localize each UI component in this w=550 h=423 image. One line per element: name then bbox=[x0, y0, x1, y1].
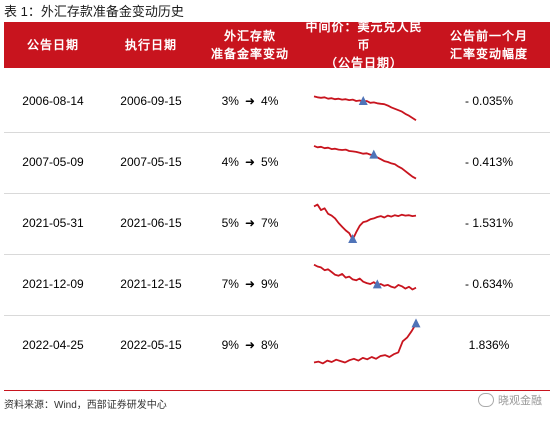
announce-date-cell: 2007-05-09 bbox=[22, 155, 84, 169]
fx-change-cell: - 0.413% bbox=[464, 155, 514, 169]
usdcny-sparkline bbox=[313, 263, 417, 291]
announce-marker-icon bbox=[369, 149, 379, 159]
announce-marker-icon bbox=[348, 234, 358, 244]
rrr-change-cell: 4% ➜ 5% bbox=[200, 133, 300, 191]
header-rrr-change: 外汇存款 准备金率变动 bbox=[210, 29, 289, 61]
sparkline-path bbox=[313, 203, 417, 241]
fx-change-cell: - 1.531% bbox=[464, 216, 514, 230]
header-announce-date: 公告日期 bbox=[26, 38, 79, 52]
rrr-change-cell: 3% ➜ 4% bbox=[200, 72, 300, 130]
row-divider bbox=[4, 254, 550, 255]
arrow-right-icon: ➜ bbox=[244, 216, 256, 230]
announce-marker-icon bbox=[372, 279, 382, 289]
fx-change-cell: - 0.035% bbox=[464, 94, 514, 108]
effective-date-cell: 2006-09-15 bbox=[120, 94, 182, 108]
arrow-right-icon: ➜ bbox=[244, 277, 256, 291]
table-title: 表 1：外汇存款准备金变动历史 bbox=[4, 4, 184, 19]
usdcny-sparkline bbox=[313, 145, 417, 180]
table-row: 2022-04-25 2022-05-15 9% ➜ 8% 1.836% bbox=[4, 316, 550, 374]
announce-date-cell: 2022-04-25 bbox=[22, 338, 84, 352]
row-divider bbox=[4, 315, 550, 316]
source-note: 资料来源：Wind，西部证券研发中心 bbox=[4, 400, 167, 411]
table-row: 2021-05-31 2021-06-15 5% ➜ 7% - 1.531% bbox=[4, 194, 550, 252]
rrr-change-cell: 5% ➜ 7% bbox=[200, 194, 300, 252]
table-row: 2007-05-09 2007-05-15 4% ➜ 5% - 0.413% bbox=[4, 133, 550, 191]
rrr-from: 4% bbox=[221, 155, 239, 169]
effective-date-cell: 2007-05-15 bbox=[120, 155, 182, 169]
rrr-to: 7% bbox=[261, 216, 279, 230]
rrr-from: 7% bbox=[221, 277, 239, 291]
table-row: 2006-08-14 2006-09-15 3% ➜ 4% - 0.035% bbox=[4, 72, 550, 130]
rrr-change-cell: 9% ➜ 8% bbox=[200, 316, 300, 374]
usdcny-sparkline bbox=[313, 203, 417, 244]
announce-marker-icon bbox=[358, 95, 368, 105]
fx-change-cell: - 0.634% bbox=[464, 277, 514, 291]
row-divider bbox=[4, 193, 550, 194]
announce-date-cell: 2021-05-31 bbox=[22, 216, 84, 230]
usdcny-sparkline bbox=[313, 318, 421, 365]
rrr-change-cell: 7% ➜ 9% bbox=[200, 255, 300, 313]
sparkline-path bbox=[313, 323, 417, 365]
effective-date-cell: 2021-12-15 bbox=[120, 277, 182, 291]
arrow-right-icon: ➜ bbox=[244, 155, 256, 169]
header-effective-date: 执行日期 bbox=[124, 38, 177, 52]
announce-marker-icon bbox=[411, 318, 421, 328]
table-header: 公告日期 执行日期 外汇存款 准备金率变动 中间价：美元兑人民币 （公告日期） … bbox=[4, 20, 550, 70]
rrr-from: 9% bbox=[221, 338, 239, 352]
effective-date-cell: 2021-06-15 bbox=[120, 216, 182, 230]
table-row: 2021-12-09 2021-12-15 7% ➜ 9% - 0.634% bbox=[4, 255, 550, 313]
rrr-from: 5% bbox=[221, 216, 239, 230]
row-divider bbox=[4, 132, 550, 133]
effective-date-cell: 2022-05-15 bbox=[120, 338, 182, 352]
fx-change-cell: 1.836% bbox=[468, 338, 510, 352]
rrr-to: 8% bbox=[261, 338, 279, 352]
announce-date-cell: 2006-08-14 bbox=[22, 94, 84, 108]
rrr-to: 4% bbox=[261, 94, 279, 108]
announce-date-cell: 2021-12-09 bbox=[22, 277, 84, 291]
wechat-icon bbox=[478, 393, 494, 407]
usdcny-sparkline bbox=[313, 95, 417, 122]
rrr-to: 5% bbox=[261, 155, 279, 169]
arrow-right-icon: ➜ bbox=[244, 94, 256, 108]
rrr-to: 9% bbox=[261, 277, 279, 291]
rrr-from: 3% bbox=[221, 94, 239, 108]
header-usdcny: 中间价：美元兑人民币 （公告日期） bbox=[305, 20, 423, 70]
sparkline-path bbox=[313, 145, 417, 180]
sparkline-path bbox=[313, 263, 417, 291]
table-bottom-rule bbox=[4, 390, 550, 391]
watermark-logo: 晓观金融 bbox=[478, 392, 542, 408]
header-fx-change: 公告前一个月 汇率变动幅度 bbox=[449, 29, 528, 61]
arrow-right-icon: ➜ bbox=[244, 338, 256, 352]
